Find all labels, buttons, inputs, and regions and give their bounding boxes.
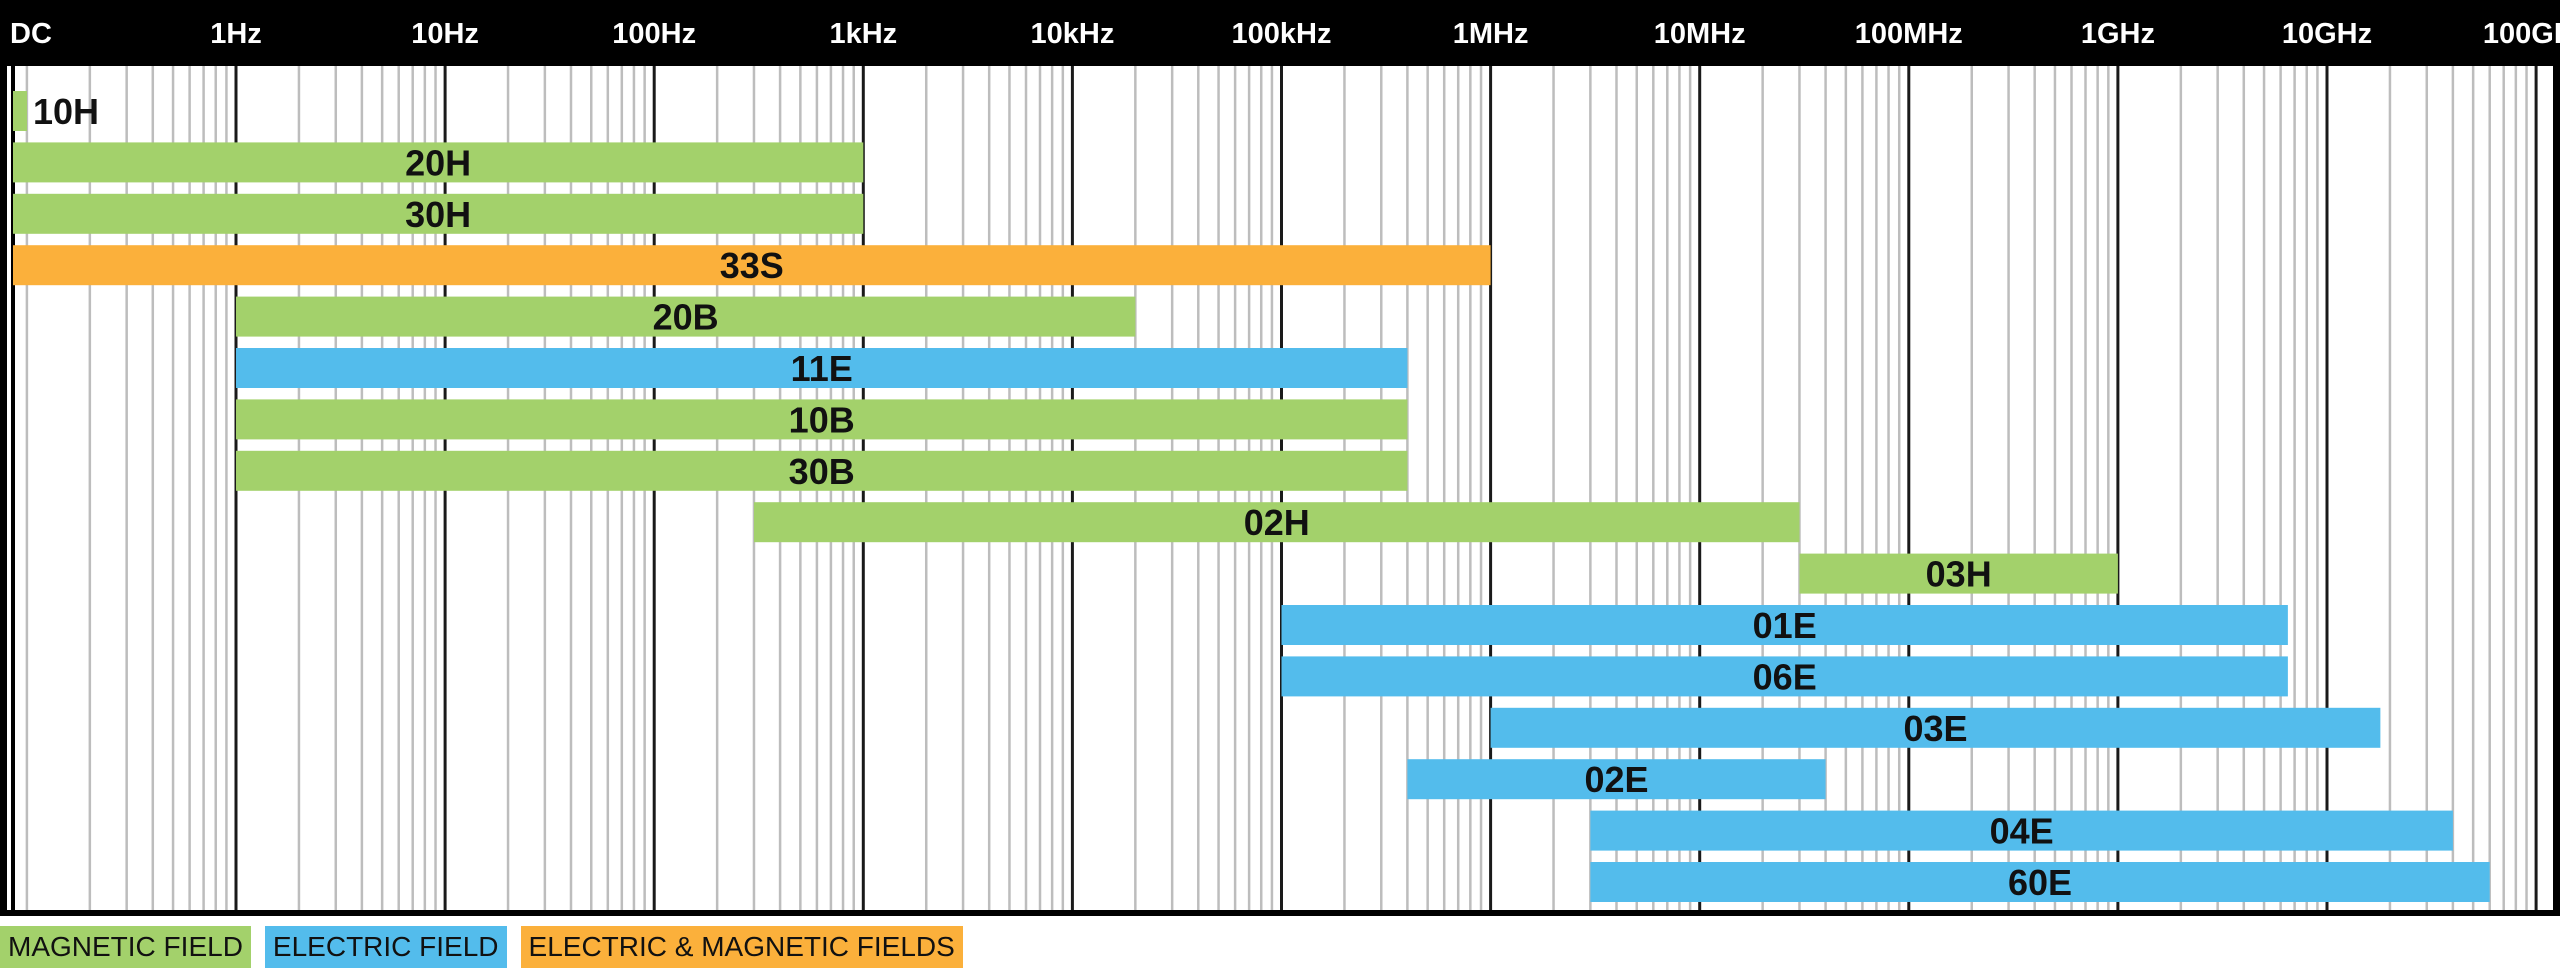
tick-label: 100Hz [612, 18, 696, 50]
tick-label: 100MHz [1855, 18, 1963, 50]
bar-20H [13, 142, 864, 183]
bar-30H [13, 193, 864, 234]
bar-label-20H: 20H [405, 142, 471, 183]
bar-60E [1590, 862, 2490, 902]
bar-04E [1590, 810, 2453, 851]
bar-01E [1281, 605, 2288, 645]
bar-label-11E: 11E [791, 348, 853, 389]
right-frame [2553, 66, 2560, 914]
bar-10H [13, 91, 27, 131]
bar-label-30B: 30B [789, 451, 855, 492]
legend-electric-field: ELECTRIC FIELD [264, 926, 507, 968]
bar-03E [1490, 707, 2381, 748]
tick-label: 10MHz [1654, 18, 1746, 50]
left-frame [0, 66, 7, 914]
tick-label: 100kHz [1232, 18, 1332, 50]
legend: MAGNETIC FIELD ELECTRIC FIELD ELECTRIC &… [0, 926, 963, 968]
bar-02H [753, 502, 1800, 543]
bar-label-02H: 02H [1244, 502, 1310, 543]
tick-label: 1kHz [829, 18, 897, 50]
bar-06E [1281, 656, 2288, 697]
bar-label-33S: 33S [720, 245, 784, 286]
bar-label-04E: 04E [1990, 811, 2054, 852]
bar-11E [236, 348, 1408, 388]
bar-label-60E: 60E [2008, 862, 2072, 903]
bar-03H [1799, 553, 2118, 594]
bar-label-01E: 01E [1753, 605, 1817, 646]
tick-label: 10Hz [411, 18, 479, 50]
tick-label: 1Hz [210, 18, 262, 50]
bar-30B [236, 450, 1408, 491]
tick-label: 10kHz [1030, 18, 1114, 50]
bar-label-06E: 06E [1753, 656, 1817, 697]
bar-label-20B: 20B [653, 297, 719, 338]
bar-label-30H: 30H [405, 194, 471, 235]
bar-label-10H: 10H [33, 91, 99, 132]
tick-label: 100GHz [2483, 18, 2560, 50]
bar-label-03E: 03E [1903, 708, 1967, 749]
bar-33S [13, 245, 1491, 286]
tick-label: 1MHz [1453, 18, 1529, 50]
bar-20B [236, 296, 1136, 337]
bar-label-03H: 03H [1926, 554, 1992, 595]
legend-electric-magnetic-fields: ELECTRIC & MAGNETIC FIELDS [520, 926, 963, 968]
tick-label: 1GHz [2081, 18, 2155, 50]
tick-label: DC [10, 18, 52, 50]
bar-02E [1407, 759, 1826, 800]
bar-10B [236, 399, 1408, 440]
axis-header [0, 0, 2560, 66]
bottom-frame [0, 910, 2560, 916]
axis-tick-labels: DC 1Hz 10Hz 100Hz 1kHz 10kHz 100kHz 1MHz 10MHz 10… [10, 18, 2560, 50]
bar-label-10B: 10B [789, 399, 855, 440]
tick-label: 10GHz [2282, 18, 2372, 50]
bar-label-02E: 02E [1584, 759, 1648, 800]
legend-magnetic-field: MAGNETIC FIELD [0, 926, 251, 968]
